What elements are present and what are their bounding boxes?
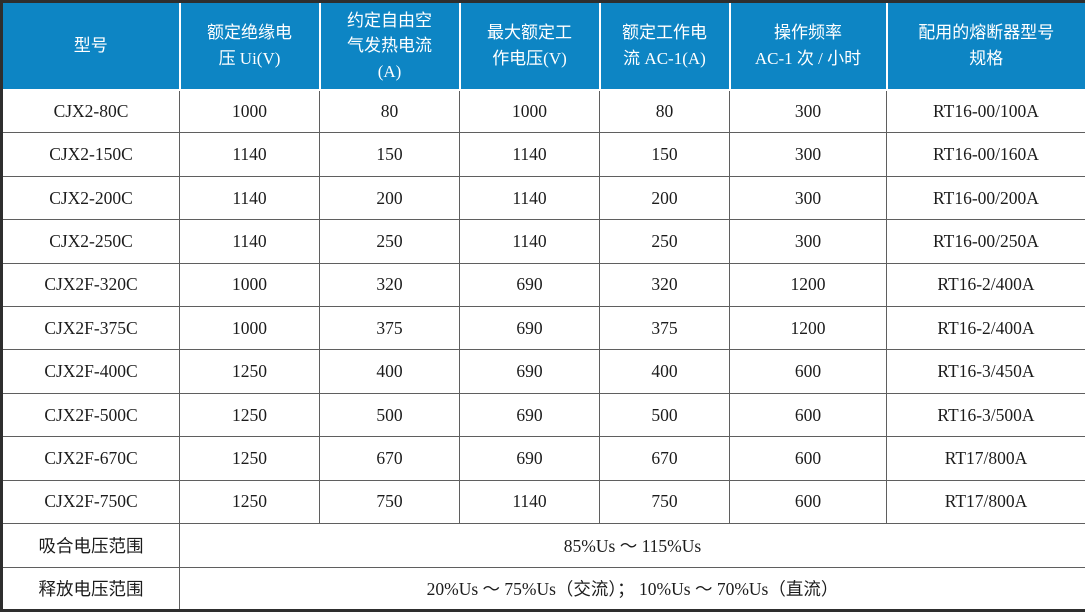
cell-model: CJX2-80C <box>1 88 180 134</box>
cell-matching-fuse-type: RT16-00/200A <box>886 175 1085 221</box>
column-header-free-air-thermal-current: 约定自由空 气发热电流 (A) <box>318 0 461 91</box>
cell-model: CJX2F-320C <box>1 262 180 308</box>
cell-free-air-thermal-current: 670 <box>319 436 460 481</box>
cell-matching-fuse-type: RT17/800A <box>886 436 1085 481</box>
table-row: CJX2F-500C 1250 500 690 500 600 RT16-3/500A <box>1 392 1085 438</box>
table-row: CJX2F-375C 1000 375 690 375 1200 RT16-2/400A <box>1 306 1085 351</box>
cell-rated-operational-current-ac1: 320 <box>599 262 730 308</box>
table-row: CJX2F-750C 1250 750 1140 750 600 RT17/800A <box>1 479 1085 525</box>
cell-rated-insulation-voltage: 1140 <box>179 132 320 177</box>
cell-matching-fuse-type: RT16-2/400A <box>886 262 1085 308</box>
cell-model: CJX2-200C <box>1 175 180 221</box>
cell-rated-insulation-voltage: 1140 <box>179 175 320 221</box>
cell-rated-insulation-voltage: 1000 <box>179 306 320 351</box>
cell-rated-operational-current-ac1: 375 <box>599 306 730 351</box>
cell-free-air-thermal-current: 320 <box>319 262 460 308</box>
cell-model: CJX2F-375C <box>1 306 180 351</box>
cell-rated-operational-current-ac1: 200 <box>599 175 730 221</box>
column-header-operating-frequency-ac1: 操作频率 AC-1 次 / 小时 <box>728 0 888 91</box>
column-header-model: 型号 <box>0 0 181 91</box>
cell-free-air-thermal-current: 200 <box>319 175 460 221</box>
cell-free-air-thermal-current: 400 <box>319 349 460 394</box>
cell-model: CJX2F-750C <box>1 479 180 525</box>
cell-rated-operational-current-ac1: 670 <box>599 436 730 481</box>
cell-max-rated-operational-voltage: 690 <box>459 349 600 394</box>
cell-max-rated-operational-voltage: 690 <box>459 306 600 351</box>
cell-max-rated-operational-voltage: 1140 <box>459 132 600 177</box>
cell-operating-frequency-ac1: 600 <box>729 392 887 438</box>
cell-rated-insulation-voltage: 1250 <box>179 479 320 525</box>
cell-free-air-thermal-current: 80 <box>319 88 460 134</box>
cell-matching-fuse-type: RT16-2/400A <box>886 306 1085 351</box>
cell-model: CJX2-250C <box>1 219 180 264</box>
table-row: CJX2F-320C 1000 320 690 320 1200 RT16-2/400A <box>1 262 1085 308</box>
cell-operating-frequency-ac1: 600 <box>729 479 887 525</box>
table-row: CJX2-250C 1140 250 1140 250 300 RT16-00/250A <box>1 219 1085 264</box>
cell-free-air-thermal-current: 750 <box>319 479 460 525</box>
cell-rated-insulation-voltage: 1250 <box>179 392 320 438</box>
cell-free-air-thermal-current: 250 <box>319 219 460 264</box>
footer-value-pickup-voltage-range: 85%Us ～ 115%Us <box>179 523 1085 568</box>
cell-free-air-thermal-current: 150 <box>319 132 460 177</box>
cell-model: CJX2F-670C <box>1 436 180 481</box>
cell-max-rated-operational-voltage: 1140 <box>459 175 600 221</box>
cell-operating-frequency-ac1: 1200 <box>729 306 887 351</box>
table-row: CJX2-200C 1140 200 1140 200 300 RT16-00/200A <box>1 175 1085 221</box>
cell-operating-frequency-ac1: 300 <box>729 132 887 177</box>
cell-operating-frequency-ac1: 600 <box>729 349 887 394</box>
cell-rated-operational-current-ac1: 250 <box>599 219 730 264</box>
table-row: CJX2-150C 1140 150 1140 150 300 RT16-00/160A <box>1 132 1085 177</box>
cell-rated-insulation-voltage: 1250 <box>179 436 320 481</box>
cell-rated-operational-current-ac1: 500 <box>599 392 730 438</box>
cell-model: CJX2F-400C <box>1 349 180 394</box>
cell-matching-fuse-type: RT16-00/100A <box>886 88 1085 134</box>
table-footer: 吸合电压范围 85%Us ～ 115%Us 释放电压范围 20%Us ～ 75%… <box>1 523 1085 612</box>
cell-max-rated-operational-voltage: 1140 <box>459 479 600 525</box>
cell-free-air-thermal-current: 500 <box>319 392 460 438</box>
cell-free-air-thermal-current: 375 <box>319 306 460 351</box>
cell-operating-frequency-ac1: 1200 <box>729 262 887 308</box>
footer-label-release-voltage-range: 释放电压范围 <box>1 566 180 612</box>
table-header: 型号 额定绝缘电 压 Ui(V) 约定自由空 气发热电流 (A) 最大额定工 作… <box>0 0 1085 91</box>
footer-value-release-voltage-range: 20%Us ～ 75%Us（交流）； 10%Us ～ 70%Us（直流） <box>179 566 1085 612</box>
cell-matching-fuse-type: RT16-3/500A <box>886 392 1085 438</box>
cell-matching-fuse-type: RT16-00/160A <box>886 132 1085 177</box>
cell-rated-insulation-voltage: 1000 <box>179 88 320 134</box>
cell-rated-operational-current-ac1: 80 <box>599 88 730 134</box>
column-header-matching-fuse-type: 配用的熔断器型号 规格 <box>885 0 1085 91</box>
cell-matching-fuse-type: RT17/800A <box>886 479 1085 525</box>
cell-rated-insulation-voltage: 1000 <box>179 262 320 308</box>
cell-operating-frequency-ac1: 300 <box>729 88 887 134</box>
cell-operating-frequency-ac1: 600 <box>729 436 887 481</box>
cell-max-rated-operational-voltage: 690 <box>459 262 600 308</box>
cell-operating-frequency-ac1: 300 <box>729 175 887 221</box>
cell-max-rated-operational-voltage: 690 <box>459 392 600 438</box>
cell-max-rated-operational-voltage: 1140 <box>459 219 600 264</box>
cell-matching-fuse-type: RT16-00/250A <box>886 219 1085 264</box>
cell-model: CJX2F-500C <box>1 392 180 438</box>
cell-rated-insulation-voltage: 1140 <box>179 219 320 264</box>
table-row: CJX2F-400C 1250 400 690 400 600 RT16-3/450A <box>1 349 1085 394</box>
column-header-rated-operational-current-ac1: 额定工作电 流 AC-1(A) <box>598 0 731 91</box>
header-row: 型号 额定绝缘电 压 Ui(V) 约定自由空 气发热电流 (A) 最大额定工 作… <box>0 0 1085 91</box>
cell-rated-operational-current-ac1: 150 <box>599 132 730 177</box>
table-body: CJX2-80C 1000 80 1000 80 300 RT16-00/100A CJX2-… <box>1 88 1085 525</box>
column-header-rated-insulation-voltage: 额定绝缘电 压 Ui(V) <box>178 0 321 91</box>
footer-label-pickup-voltage-range: 吸合电压范围 <box>1 523 180 568</box>
cell-model: CJX2-150C <box>1 132 180 177</box>
cell-max-rated-operational-voltage: 690 <box>459 436 600 481</box>
cell-rated-operational-current-ac1: 400 <box>599 349 730 394</box>
cell-matching-fuse-type: RT16-3/450A <box>886 349 1085 394</box>
footer-row-release-voltage: 释放电压范围 20%Us ～ 75%Us（交流）； 10%Us ～ 70%Us（… <box>1 566 1085 612</box>
table-row: CJX2-80C 1000 80 1000 80 300 RT16-00/100A <box>1 88 1085 134</box>
column-header-max-rated-operational-voltage: 最大额定工 作电压(V) <box>458 0 601 91</box>
table-row: CJX2F-670C 1250 670 690 670 600 RT17/800A <box>1 436 1085 481</box>
cell-max-rated-operational-voltage: 1000 <box>459 88 600 134</box>
cell-rated-operational-current-ac1: 750 <box>599 479 730 525</box>
cell-rated-insulation-voltage: 1250 <box>179 349 320 394</box>
cell-operating-frequency-ac1: 300 <box>729 219 887 264</box>
footer-row-pickup-voltage: 吸合电压范围 85%Us ～ 115%Us <box>1 523 1085 568</box>
